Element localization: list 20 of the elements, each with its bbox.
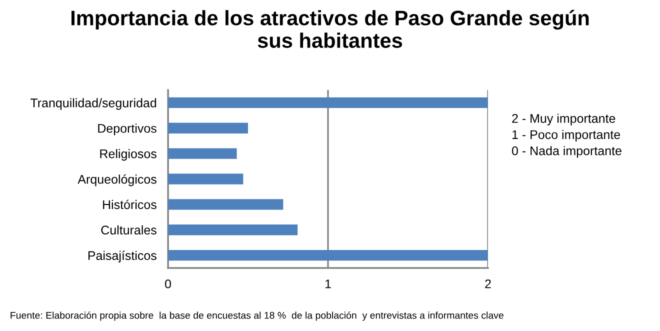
bar: [168, 174, 244, 184]
y-tick-label: Tranquilidad/seguridad: [30, 98, 156, 110]
y-tick-label: Históricos: [103, 200, 156, 210]
bar: [168, 122, 248, 134]
x-tick-label: 0: [165, 279, 171, 288]
y-tick-label: Arqueológicos: [78, 174, 156, 186]
y-tick-label: Deportivos: [98, 124, 156, 136]
bar: [168, 224, 298, 236]
text: 2 - Muy importante 1 - Poco importante 0 - Nada importante: [512, 114, 622, 158]
x-tick-label: 1: [325, 280, 331, 288]
x-tick-label: 2: [485, 279, 491, 288]
y-tick-label: Culturales: [101, 225, 156, 235]
bar: [168, 97, 488, 108]
bar: [168, 148, 237, 159]
y-tick-label: Religiosos: [100, 149, 156, 161]
bar: [168, 199, 284, 210]
y-tick-label: Paisajísticos: [88, 250, 156, 262]
chart-title: Importancia de los atractivos de Paso Grande según sus habitantes: [71, 10, 589, 48]
bar: [168, 250, 488, 261]
source-note: Fuente: Elaboración propia sobre la base de encuestas al 18 % de la población y entrevistas a informantes clave: [10, 312, 504, 321]
